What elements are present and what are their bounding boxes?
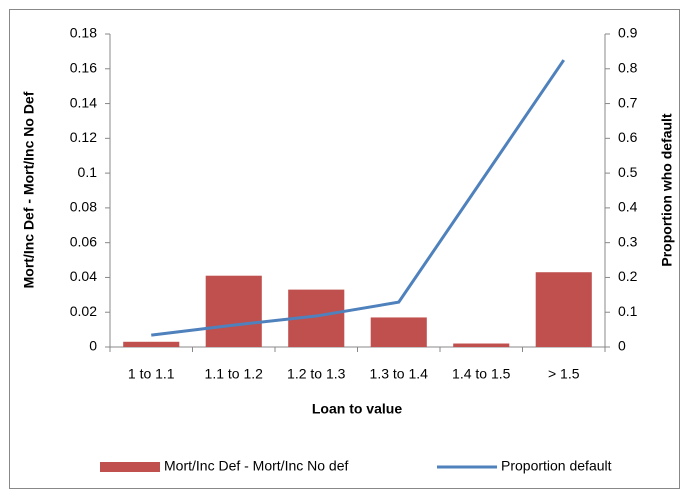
y2-tick-label: 0.1 bbox=[618, 303, 638, 319]
y-tick-label: 0.14 bbox=[70, 94, 97, 110]
y-tick-label: 0 bbox=[89, 338, 97, 354]
line bbox=[151, 59, 565, 337]
y-tick-label: 0.18 bbox=[70, 25, 97, 41]
y2-tick-label: 0.4 bbox=[618, 199, 638, 215]
x-axis-title: Loan to value bbox=[312, 401, 402, 417]
bar bbox=[370, 317, 427, 347]
y2-tick-label: 0.2 bbox=[618, 268, 638, 284]
y-tick-label: 0.04 bbox=[70, 268, 97, 284]
y-tick-label: 0.12 bbox=[70, 129, 97, 145]
y-tick-label: 0.16 bbox=[70, 59, 97, 75]
y2-tick-label: 0 bbox=[618, 338, 626, 354]
bar bbox=[535, 272, 592, 347]
y2-tick-label: 0.8 bbox=[618, 59, 638, 75]
y-tick-label: 0.1 bbox=[78, 164, 98, 180]
y-tick-label: 0.06 bbox=[70, 233, 97, 249]
x-tick-label: 1.2 to 1.3 bbox=[287, 366, 346, 382]
y2-axis-title: Proportion who default bbox=[659, 113, 675, 267]
x-tick-label: > 1.5 bbox=[548, 366, 580, 382]
y2-tick-label: 0.3 bbox=[618, 233, 638, 249]
x-tick-label: 1.3 to 1.4 bbox=[370, 366, 429, 382]
legend-label: Mort/Inc Def - Mort/Inc No def bbox=[164, 458, 348, 474]
legend-label: Proportion default bbox=[501, 458, 612, 474]
y2-tick-label: 0.7 bbox=[618, 94, 638, 110]
bar bbox=[453, 343, 510, 347]
y-tick-label: 0.08 bbox=[70, 199, 97, 215]
legend-swatch bbox=[100, 462, 160, 472]
x-tick-label: 1.1 to 1.2 bbox=[205, 366, 264, 382]
y-axis-title: Mort/Inc Def - Mort/Inc No Def bbox=[21, 91, 37, 288]
y2-tick-label: 0.5 bbox=[618, 164, 638, 180]
y2-tick-label: 0.9 bbox=[618, 25, 638, 41]
y2-tick-label: 0.6 bbox=[618, 129, 638, 145]
x-tick-label: 1.4 to 1.5 bbox=[452, 366, 511, 382]
x-tick-label: 1 to 1.1 bbox=[128, 366, 175, 382]
chart-border bbox=[9, 9, 680, 489]
bar bbox=[123, 341, 180, 347]
y-tick-label: 0.02 bbox=[70, 303, 97, 319]
bar bbox=[205, 275, 262, 347]
